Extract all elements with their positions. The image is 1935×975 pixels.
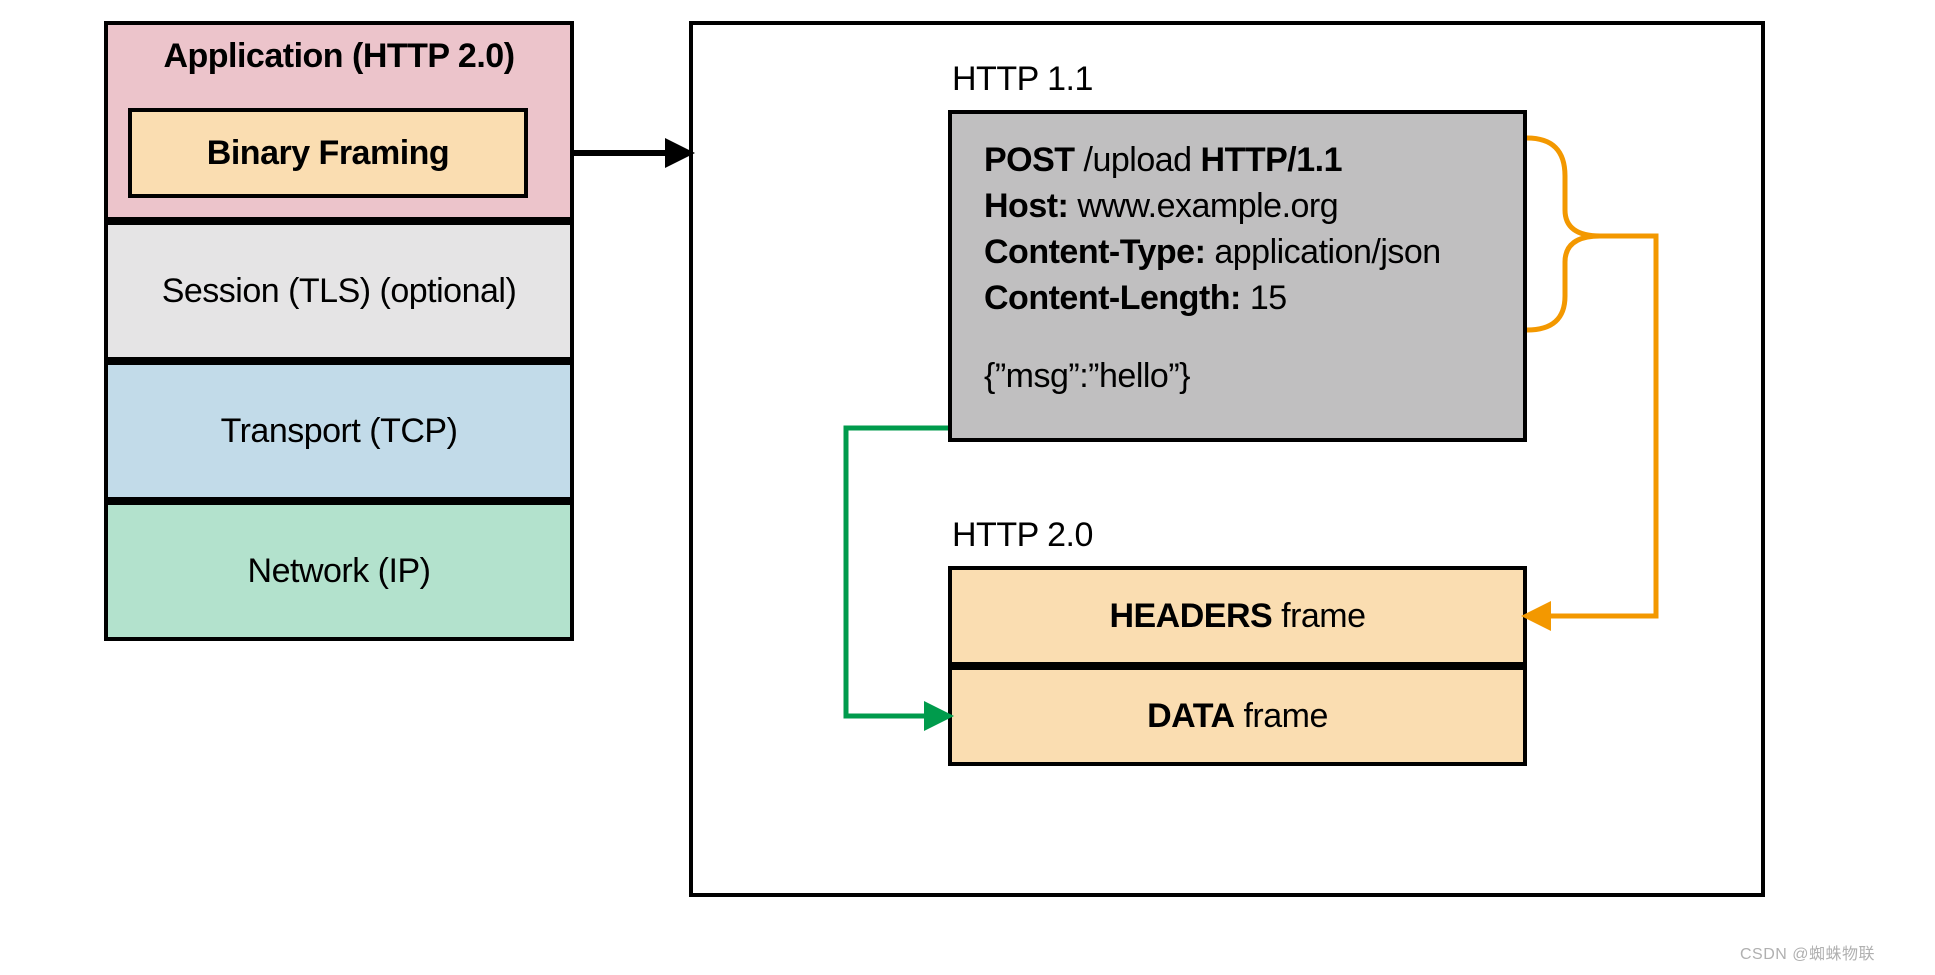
headers-frame-rest: frame [1272,597,1365,635]
http11-request-box: POST /upload HTTP/1.1 Host: www.example.… [948,110,1527,442]
headers-frame-box: HEADERS frame [948,566,1527,666]
layer-network: Network (IP) [104,501,574,641]
layer-network-label: Network (IP) [108,505,570,637]
headers-frame-label: HEADERS frame [1109,597,1365,636]
request-body: {”msg”:”hello”} [984,354,1491,400]
binary-framing-label: Binary Framing [207,134,449,173]
clen-value: 15 [1241,279,1287,317]
binary-framing-box: Binary Framing [128,108,528,198]
layer-session-label: Session (TLS) (optional) [108,225,570,357]
layer-transport: Transport (TCP) [104,361,574,501]
data-frame-bold: DATA [1147,697,1234,735]
content-length-header: Content-Length: 15 [984,276,1491,322]
data-frame-rest: frame [1235,697,1328,735]
content-type-header: Content-Type: application/json [984,230,1491,276]
watermark: CSDN @蜘蛛物联 [1740,940,1875,964]
data-frame-label: DATA frame [1147,697,1328,736]
http11-section-label: HTTP 1.1 [952,60,1093,99]
layer-session: Session (TLS) (optional) [104,221,574,361]
request-version: HTTP/1.1 [1201,141,1342,179]
http20-section-label: HTTP 2.0 [952,516,1093,555]
request-path: /upload [1075,141,1201,179]
host-value: www.example.org [1068,187,1338,225]
clen-label: Content-Length: [984,279,1241,317]
ctype-value: application/json [1205,233,1440,271]
data-frame-box: DATA frame [948,666,1527,766]
host-label: Host: [984,187,1068,225]
layer-transport-label: Transport (TCP) [108,365,570,497]
diagram-root: Application (HTTP 2.0) Binary Framing Se… [0,0,1935,975]
request-line: POST /upload HTTP/1.1 [984,138,1491,184]
host-header: Host: www.example.org [984,184,1491,230]
request-method: POST [984,141,1075,179]
ctype-label: Content-Type: [984,233,1205,271]
headers-frame-bold: HEADERS [1109,597,1272,635]
layer-application-title: Application (HTTP 2.0) [163,25,514,76]
